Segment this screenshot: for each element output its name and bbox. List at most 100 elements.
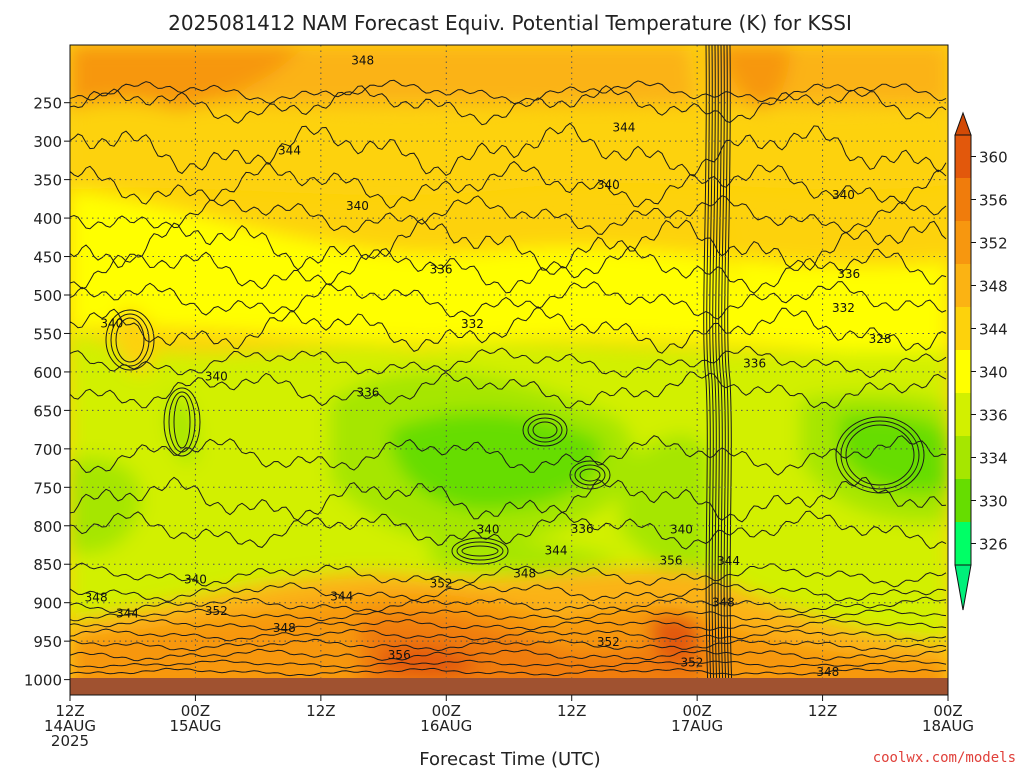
field-region [70,190,948,360]
y-tick-label: 450 [33,249,62,267]
contour-label: 340 [597,178,620,192]
contour-line [70,510,947,550]
contour-label: 336 [837,267,860,281]
colorbar-label: 344 [979,321,1008,339]
y-tick-label: 900 [33,595,62,613]
x-tick-label: 17AUG [671,717,723,735]
contour-line [70,618,947,631]
contour-line [70,195,947,235]
contour-line [840,420,920,490]
contour-line [715,45,721,691]
contour-line [70,218,947,271]
colorbar-label: 326 [979,536,1008,554]
x-tick-label: 12Z [306,702,335,720]
contour-label: 340 [346,199,369,213]
colorbar-label: 330 [979,493,1008,511]
x-tick-label: 12Z [55,702,84,720]
colorbar-segment [955,221,971,265]
contour-line [115,317,145,363]
contour-line [70,562,947,588]
contour-label: 332 [832,301,855,315]
y-axis: 250 300 350 400 450 500 550 600 650 700 750 800 850 9… [24,95,70,690]
contour-label: 328 [869,332,892,346]
chart-title: 2025081412 NAM Forecast Equiv. Potential… [168,11,852,35]
colorbar-frame [954,134,972,566]
colorbar-segment [955,522,971,566]
x-tick-label: 12Z [557,702,586,720]
x-tick-label: 00Z [432,702,461,720]
x-tick-label: 00Z [682,702,711,720]
contour-label: 352 [680,656,703,670]
contour-line [105,309,155,371]
contour-line [70,245,947,294]
colorbar-segment [955,393,971,437]
y-tick-label: 750 [33,479,62,497]
y-tick-label: 800 [33,518,62,536]
contour-line [70,667,947,677]
contour-label: 340 [832,188,855,202]
contour-line [70,582,947,602]
contour-line [163,387,201,457]
contour-line [110,313,150,367]
contour-line [527,417,563,443]
field-region [720,45,790,110]
contour-line [532,421,558,439]
y-tick-label: 400 [33,210,62,228]
contour-line [706,45,712,691]
y-tick-label: 300 [33,133,62,151]
contour-lines [70,45,947,691]
y-tick-label: 950 [33,633,62,651]
colorbar-max-arrow [954,111,972,136]
contour-label: 336 [430,263,453,277]
y-tick-label: 500 [33,287,62,305]
contour-label: 344 [717,554,740,568]
x-tick-label: 00Z [933,702,962,720]
y-tick-label: 550 [33,325,62,343]
contour-line [70,476,947,523]
contour-line [70,85,947,126]
colorbar-label: 348 [979,278,1008,296]
plot-frame [69,44,949,696]
y-tick-label: 1000 [24,672,62,690]
contour-line [70,659,947,669]
contour-label: 344 [278,143,301,157]
colorbar-segment [955,307,971,351]
colorbar-label: 356 [979,192,1008,210]
contour-line [579,468,601,482]
contour-line [173,395,191,449]
y-tick-label: 350 [33,172,62,190]
field-region [840,413,948,493]
x-tick-label: 2025 [51,732,89,750]
contour-label: 348 [351,53,374,67]
contour-label: 340 [205,370,228,384]
contour-label: 336 [743,356,766,370]
contour-line [835,416,925,494]
contour-line [70,122,947,177]
contour-label: 340 [184,573,207,587]
y-tick-label: 850 [33,556,62,574]
contour-line [70,345,947,379]
contour-line [70,628,947,642]
x-tick-label: 12Z [808,702,837,720]
colorbar-label: 334 [979,450,1008,468]
colorbar-label: 340 [979,364,1008,382]
contour-line [522,413,568,447]
contour-label: 340 [670,523,693,537]
x-tick-label: 15AUG [169,717,221,735]
contour-line [70,281,947,320]
contour-label: 356 [660,553,683,567]
field-region [620,434,710,600]
colorbar-label: 360 [979,149,1008,167]
colorbar-segment [955,436,971,480]
contour-label: 344 [116,606,139,620]
contour-label: 348 [273,621,296,635]
contour-line [70,648,947,662]
contour-label: 348 [85,590,108,604]
contour-label: 340 [477,523,500,537]
contour-line [70,435,947,476]
colorbar: 360 356 352 348 344 340 336 334 330 326 [954,111,1008,611]
colorbar-segment [955,350,971,394]
